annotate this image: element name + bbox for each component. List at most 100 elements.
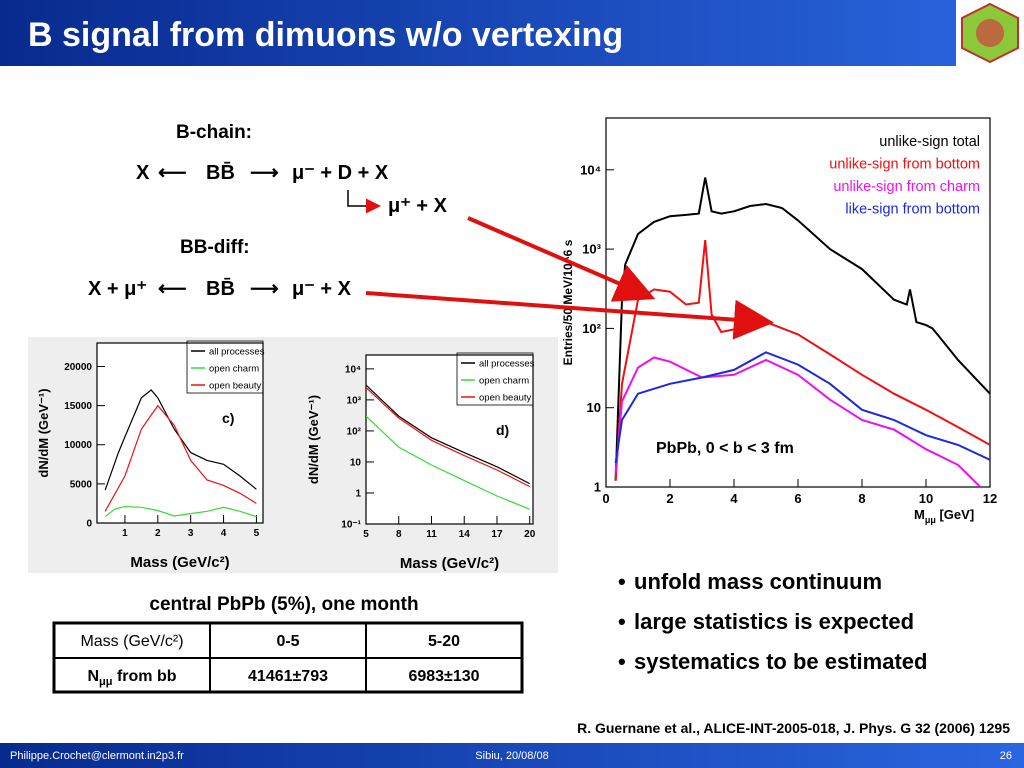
bchain-title: B-chain: — [176, 122, 252, 143]
y-tick-label: 10⁻¹ — [341, 520, 361, 531]
x-tick-label: 17 — [491, 529, 503, 540]
bullet: • — [618, 569, 626, 594]
y-tick-label: 10 — [350, 457, 362, 468]
plot-frame — [605, 117, 991, 488]
series-line — [104, 389, 257, 491]
x-tick-label: 6 — [794, 491, 801, 506]
legend-entry: unlike-sign from bottom — [829, 157, 980, 173]
x-tick-label: 0 — [602, 491, 609, 506]
x-axis-label: Mass (GeV/c²) — [130, 554, 229, 571]
bbdiff-mid: BB̄ — [206, 278, 235, 300]
panel-label: c) — [222, 410, 234, 426]
series-line — [614, 177, 990, 481]
bchain-branch: μ⁺ + X — [388, 195, 448, 217]
legend-entry: open beauty — [479, 393, 532, 404]
table-header-cell: 0-5 — [276, 633, 299, 650]
plot-frame — [96, 342, 264, 524]
table: Mass (GeV/c²) 0-5 5-20 Nμμ from bb 41461±793… — [52, 621, 524, 694]
pointer-arrow — [365, 291, 774, 340]
legend-entry: unlike-sign total — [879, 134, 980, 150]
label-main: M — [914, 507, 925, 522]
y-tick-label: 10³ — [582, 242, 601, 257]
bullet-text: unfold mass continuum — [634, 569, 882, 594]
legend-entry: like-sign from bottom — [845, 202, 980, 218]
series-line — [366, 415, 530, 510]
y-axis-label: Entries/50 MeV/10^6 s — [561, 239, 575, 365]
y-tick-label: 10 — [587, 400, 601, 415]
arrow: ⟵ — [158, 162, 187, 184]
series-line — [104, 505, 257, 518]
label-sub: μμ — [99, 676, 112, 688]
legend-entry: all processes — [209, 347, 265, 358]
label: Nμμ from bb — [87, 668, 176, 688]
series-line — [614, 351, 990, 464]
x-tick-label: 2 — [155, 528, 161, 539]
slide-title: B signal from dimuons w/o vertexing — [28, 16, 623, 54]
bullet-text: systematics to be estimated — [634, 649, 927, 674]
y-axis-label: dN/dM (GeV⁻¹) — [306, 395, 321, 484]
y-tick-label: 10⁴ — [580, 162, 601, 177]
x-tick-label: 14 — [459, 529, 471, 540]
legend-entry: open beauty — [209, 381, 262, 392]
footer-email: Philippe.Crochet@clermont.in2p3.fr — [10, 750, 184, 762]
legend-entry: all processes — [479, 359, 535, 370]
bullet-text: large statistics is expected — [634, 609, 914, 634]
x-tick-label: 4 — [730, 491, 738, 506]
y-tick-label: 5000 — [70, 479, 93, 490]
arrow: ⟵ — [158, 278, 187, 300]
y-axis-label: dN/dM (GeV⁻¹) — [36, 388, 51, 477]
x-tick-label: 10 — [919, 491, 933, 506]
footer-date: Sibiu, 20/08/08 — [475, 750, 548, 762]
y-tick-label: 1 — [594, 480, 601, 495]
table-header-cell: Mass (GeV/c²) — [80, 633, 183, 650]
bullet: • — [618, 649, 626, 674]
footer-bar — [0, 743, 1024, 768]
x-tick-label: 8 — [396, 529, 402, 540]
label-rest: from bb — [113, 668, 177, 685]
table-header-cell: 5-20 — [428, 633, 460, 650]
label: Mμμ [GeV] — [914, 507, 974, 525]
y-tick-label: 10000 — [64, 440, 92, 451]
branch-arrow — [347, 190, 381, 214]
table-cell: 41461±793 — [248, 668, 328, 685]
panel-label: d) — [496, 422, 509, 438]
legend-box — [186, 340, 264, 394]
arrow: ⟶ — [250, 278, 279, 300]
header-bar — [0, 0, 1024, 66]
y-tick-label: 10² — [347, 426, 362, 437]
legend-box — [456, 352, 534, 406]
reference: R. Guernane et al., ALICE-INT-2005-018, … — [577, 720, 1010, 736]
label-main: N — [87, 668, 99, 685]
y-tick-label: 15000 — [64, 401, 92, 412]
arrow: ⟶ — [250, 162, 279, 184]
logo — [956, 0, 1024, 66]
y-tick-label: 20000 — [64, 362, 92, 373]
x-tick-label: 11 — [426, 529, 437, 540]
annotation: PbPb, 0 < b < 3 fm — [656, 440, 794, 457]
bullet: • — [618, 609, 626, 634]
decay-diagram: B-chain: X ⟵ BB̄ ⟶ μ⁻ + D + X μ⁺ + X BB-… — [88, 122, 448, 300]
x-tick-label: 8 — [858, 491, 865, 506]
x-tick-label: 5 — [254, 528, 260, 539]
bchain-right: μ⁻ + D + X — [292, 162, 389, 184]
caption: central PbPb (5%), one month — [149, 594, 418, 615]
series-line — [366, 387, 530, 488]
bbdiff-right: μ⁻ + X — [292, 278, 352, 300]
x-tick-label: 2 — [666, 491, 673, 506]
legend-entry: unlike-sign from charm — [833, 179, 980, 195]
pointer-arrow — [467, 216, 656, 302]
bullets: • unfold mass continuum • large statisti… — [618, 569, 927, 674]
x-tick-label: 20 — [524, 529, 536, 540]
y-tick-label: 10⁴ — [345, 364, 361, 375]
bbdiff-title: BB-diff: — [180, 237, 250, 258]
series-line — [614, 356, 982, 487]
x-tick-label: 5 — [363, 529, 369, 540]
series-line — [104, 404, 257, 512]
x-tick-label: 4 — [221, 528, 227, 539]
label-sub: μμ — [925, 515, 936, 525]
plot-frame — [365, 354, 534, 525]
legend-entry: open charm — [209, 364, 259, 375]
x-axis-label: Mass (GeV/c²) — [400, 555, 499, 572]
